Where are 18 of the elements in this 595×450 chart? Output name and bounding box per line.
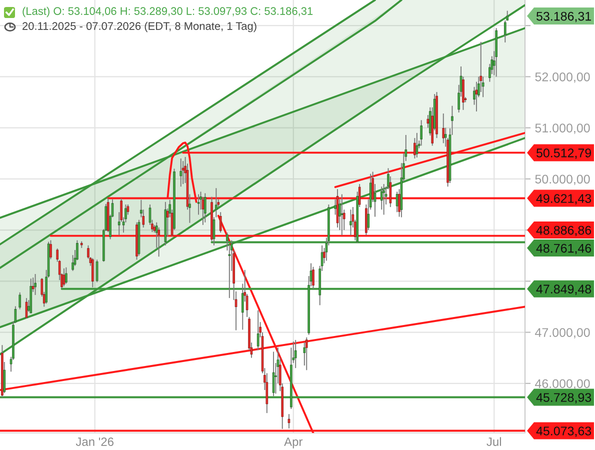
x-tick-label: Jan '26 [76, 437, 114, 446]
data-label: 50.512,79 [536, 148, 592, 159]
text: 20.11.2025 - 07.07.2026 (EDT, 8 Monate, 1 Tag) [22, 22, 256, 32]
y-tick-label: 46.000,00 [535, 379, 590, 390]
data-label: 49.621,43 [536, 194, 592, 204]
x-tick-label: Apr [284, 438, 303, 448]
y-tick-label: 50.000,00 [535, 174, 590, 186]
data-label: 48.886,86 [536, 226, 592, 236]
text: (Last) O: 53.104,06 H: 53.289,30 L: 53.097,93 C: 53.186,31 [22, 6, 313, 18]
y-tick-label: 47.000,00 [535, 328, 590, 338]
data-label: 47.849,48 [536, 284, 592, 295]
text: 53.186,31 [536, 12, 591, 22]
y-tick-label: 51.000,00 [535, 124, 590, 134]
data-label: 45.728,93 [536, 393, 592, 404]
data-label: 45.073,63 [536, 426, 592, 437]
data-label: 48.761,46 [536, 244, 592, 254]
x-tick-label: Jul [486, 437, 501, 446]
y-tick-label: 52.000,00 [535, 72, 590, 83]
